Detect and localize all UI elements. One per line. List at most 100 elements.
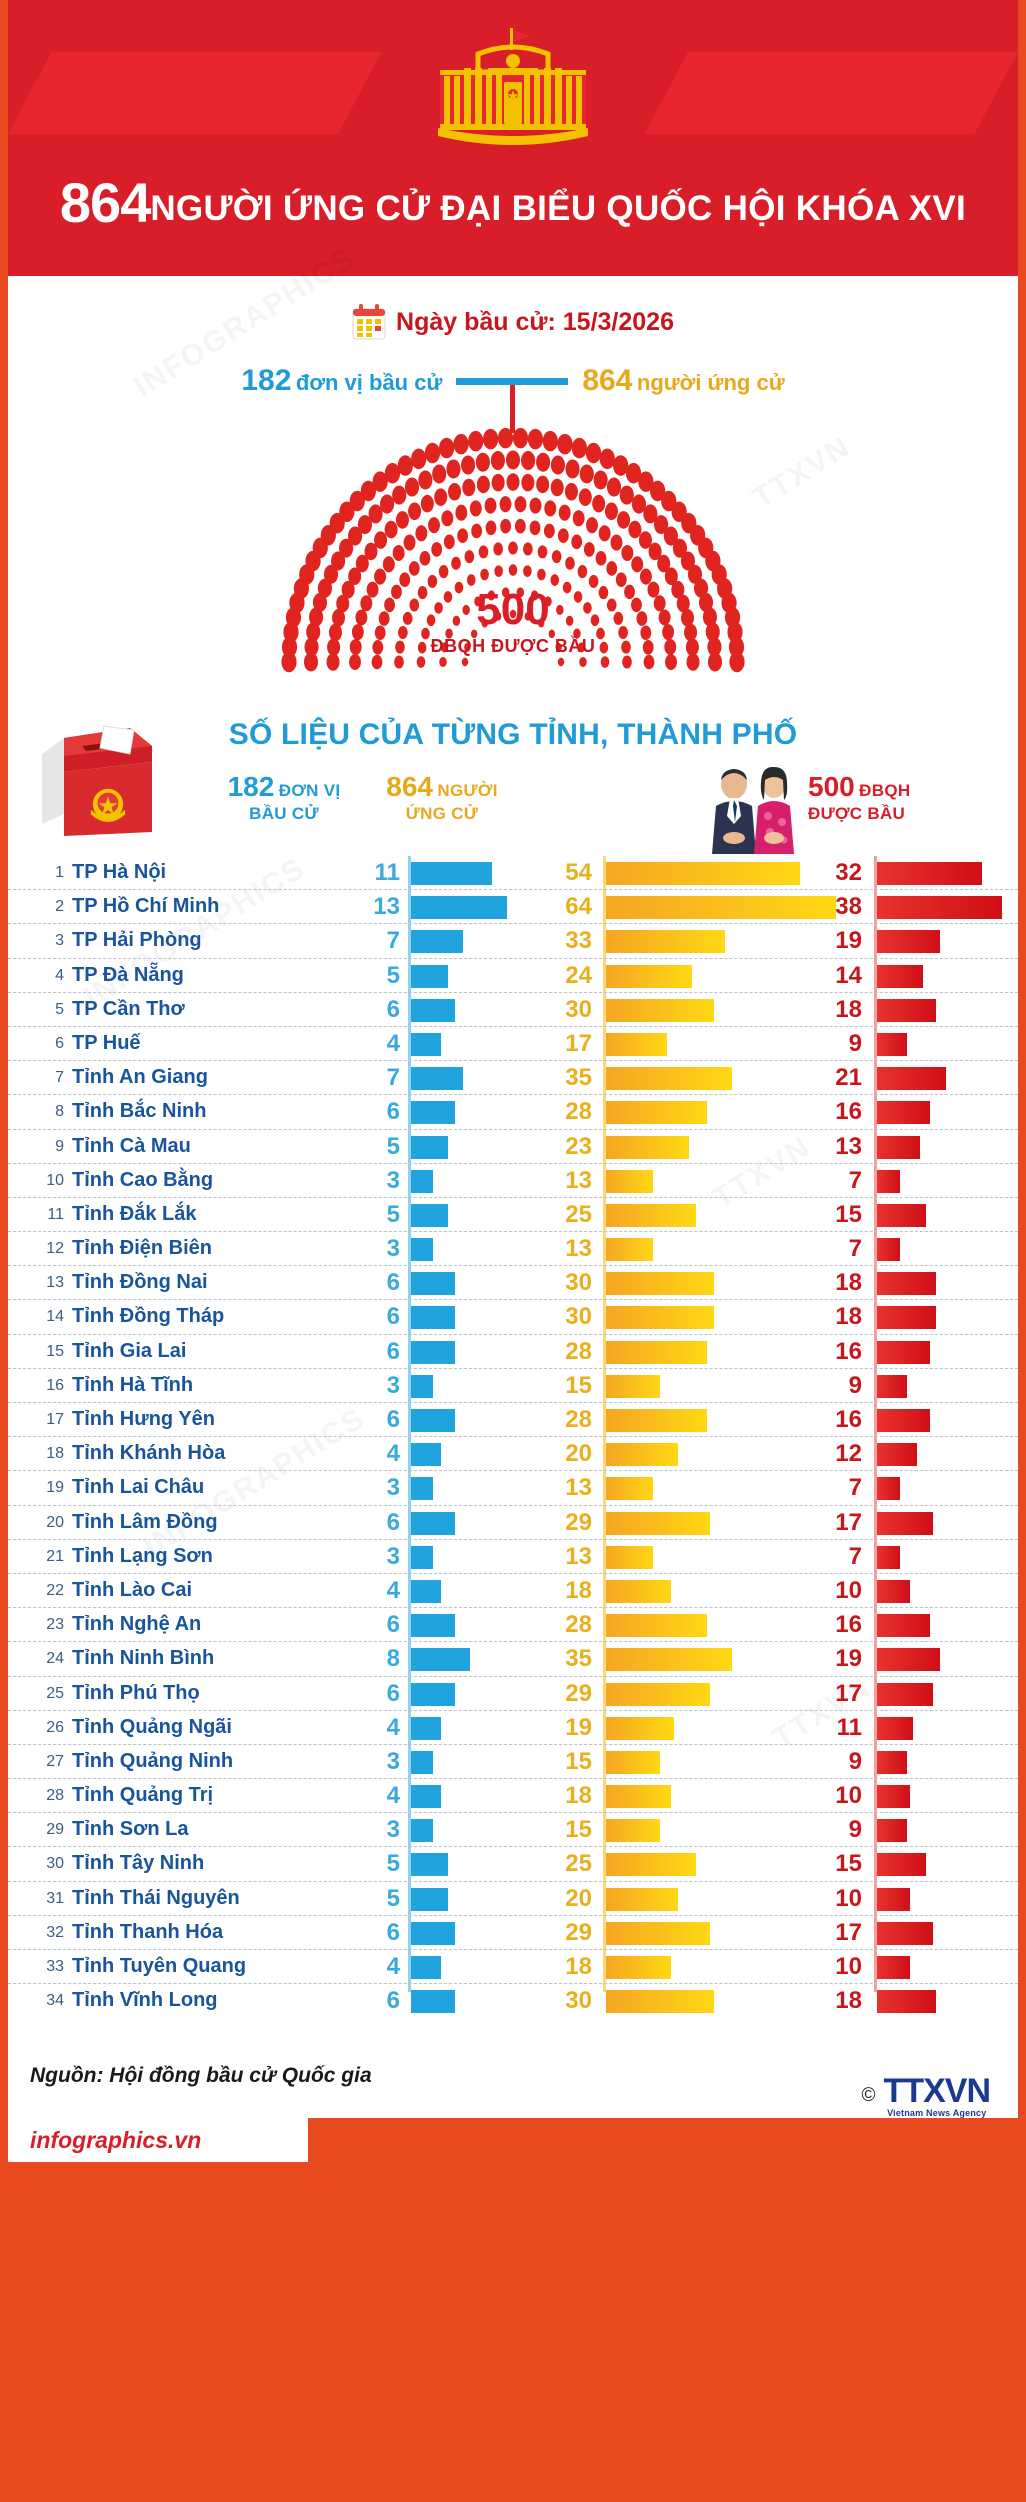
table-row[interactable]: 32 Tỉnh Thanh Hóa 6 29 17 bbox=[8, 1916, 1018, 1950]
elected-value: 18 bbox=[835, 995, 862, 1023]
seat-dot bbox=[573, 628, 581, 639]
col-elected-label: ĐƯỢC BẦU bbox=[808, 804, 906, 824]
elected-bar bbox=[877, 930, 940, 954]
elected-value: 16 bbox=[835, 1406, 862, 1433]
table-row[interactable]: 15 Tỉnh Gia Lai 6 28 16 bbox=[8, 1335, 1018, 1369]
seat-dot bbox=[317, 578, 333, 598]
seat-dot bbox=[572, 510, 585, 527]
elected-bar bbox=[877, 998, 937, 1022]
row-index: 9 bbox=[55, 1137, 64, 1155]
row-index: 1 bbox=[55, 864, 64, 881]
table-row[interactable]: 13 Tỉnh Đồng Nai 6 30 18 bbox=[8, 1266, 1018, 1301]
units-value: 7 bbox=[386, 927, 400, 955]
table-row[interactable]: 3 TP Hải Phòng 7 33 19 bbox=[8, 924, 1018, 959]
row-index: 12 bbox=[46, 1240, 64, 1258]
table-row[interactable]: 23 Tỉnh Nghệ An 6 28 16 bbox=[8, 1608, 1018, 1643]
table-row[interactable]: 33 Tỉnh Tuyên Quang 4 18 10 bbox=[8, 1950, 1018, 1985]
seat-dot bbox=[558, 504, 571, 521]
table-row[interactable]: 21 Tỉnh Lạng Sơn 3 13 7 bbox=[8, 1540, 1018, 1574]
table-row[interactable]: 18 Tỉnh Khánh Hòa 4 20 12 bbox=[8, 1437, 1018, 1472]
candidates-bar bbox=[606, 1716, 675, 1740]
province-name: Tỉnh Thái Nguyên bbox=[72, 1886, 240, 1909]
table-row[interactable]: 8 Tỉnh Bắc Ninh 6 28 16 bbox=[8, 1095, 1018, 1130]
ttxvn-subtitle: Vietnam News Agency bbox=[887, 2108, 987, 2119]
seat-dot bbox=[427, 574, 438, 588]
band-right-shape bbox=[644, 52, 1018, 134]
row-index: 32 bbox=[46, 1923, 64, 1941]
row-index: 20 bbox=[46, 1513, 64, 1531]
table-row[interactable]: 4 TP Đà Nẵng 5 24 14 bbox=[8, 959, 1018, 993]
table-row[interactable]: 16 Tỉnh Hà Tĩnh 3 15 9 bbox=[8, 1369, 1018, 1403]
table-row[interactable]: 30 Tỉnh Tây Ninh 5 25 15 bbox=[8, 1847, 1018, 1882]
seat-dot bbox=[617, 511, 631, 529]
units-bar bbox=[411, 1135, 448, 1159]
table-row[interactable]: 7 Tỉnh An Giang 7 35 21 bbox=[8, 1061, 1018, 1096]
table-row[interactable]: 34 Tỉnh Vĩnh Long 6 30 18 bbox=[8, 1984, 1018, 2018]
province-name: Tỉnh Quảng Ngãi bbox=[72, 1715, 232, 1738]
table-row[interactable]: 2 TP Hồ Chí Minh 13 64 38 bbox=[8, 890, 1018, 925]
table-row[interactable]: 12 Tỉnh Điện Biên 3 13 7 bbox=[8, 1232, 1018, 1267]
table-row[interactable]: 27 Tỉnh Quảng Ninh 3 15 9 bbox=[8, 1745, 1018, 1780]
candidates-bar bbox=[606, 1956, 671, 1979]
table-row[interactable]: 22 Tỉnh Lào Cai 4 18 10 bbox=[8, 1574, 1018, 1609]
table-row[interactable]: 14 Tỉnh Đồng Tháp 6 30 18 bbox=[8, 1300, 1018, 1335]
units-bar bbox=[411, 1750, 434, 1774]
candidates-bar bbox=[606, 1067, 732, 1091]
seat-dot bbox=[424, 442, 441, 464]
table-row[interactable]: 11 Tỉnh Đắk Lắk 5 25 15 bbox=[8, 1198, 1018, 1233]
axis-line-candidates bbox=[603, 856, 606, 1993]
footer-url[interactable]: infographics.vn bbox=[30, 2127, 202, 2154]
row-index: 24 bbox=[46, 1650, 64, 1668]
seat-dot bbox=[355, 554, 369, 573]
seat-dot bbox=[438, 565, 449, 579]
table-row[interactable]: 24 Tỉnh Ninh Bình 8 35 19 bbox=[8, 1642, 1018, 1677]
seat-dot bbox=[543, 523, 555, 539]
candidates-bar bbox=[606, 930, 725, 954]
elected-value: 18 bbox=[835, 1303, 862, 1331]
seat-dot bbox=[501, 587, 510, 598]
seat-dot bbox=[621, 640, 631, 654]
table-row[interactable]: 1 TP Hà Nội 11 54 32 bbox=[8, 856, 1018, 891]
elected-value: 7 bbox=[848, 1474, 862, 1502]
seat-dot bbox=[374, 568, 387, 585]
table-row[interactable]: 25 Tỉnh Phú Thọ 6 29 17 bbox=[8, 1677, 1018, 1711]
candidates-bar bbox=[606, 1032, 668, 1056]
table-row[interactable]: 5 TP Cần Thơ 6 30 18 bbox=[8, 993, 1018, 1027]
table-row[interactable]: 31 Tỉnh Thái Nguyên 5 20 10 bbox=[8, 1882, 1018, 1916]
province-name: Tỉnh Bắc Ninh bbox=[72, 1100, 207, 1123]
footer-white-wedge bbox=[8, 2118, 308, 2163]
seat-dot bbox=[306, 622, 321, 642]
table-row[interactable]: 20 Tỉnh Lâm Đồng 6 29 17 bbox=[8, 1506, 1018, 1540]
elected-bar bbox=[877, 1545, 900, 1569]
seat-dot bbox=[380, 494, 395, 514]
table-row[interactable]: 28 Tỉnh Quảng Trị 4 18 10 bbox=[8, 1779, 1018, 1814]
table-row[interactable]: 26 Tỉnh Quảng Ngãi 4 19 11 bbox=[8, 1711, 1018, 1745]
col-cand-label: ỨNG CỬ bbox=[405, 804, 479, 824]
seat-dot bbox=[707, 652, 723, 672]
footer-bar: infographics.vn © TTXVN Vietnam News Age… bbox=[8, 2074, 1018, 2163]
elected-bar bbox=[877, 1716, 914, 1740]
seat-dot bbox=[416, 656, 426, 668]
col-units-number: 182 bbox=[227, 771, 275, 802]
table-row[interactable]: 17 Tỉnh Hưng Yên 6 28 16 bbox=[8, 1403, 1018, 1438]
seat-dot bbox=[481, 618, 488, 628]
seat-dot bbox=[485, 520, 497, 536]
row-index: 29 bbox=[46, 1821, 64, 1839]
elected-value: 38 bbox=[835, 893, 862, 921]
elected-bar bbox=[877, 896, 1002, 920]
seat-dot bbox=[328, 623, 342, 642]
candidates-bar bbox=[606, 1785, 671, 1809]
table-row[interactable]: 10 Tỉnh Cao Bằng 3 13 7 bbox=[8, 1164, 1018, 1198]
table-row[interactable]: 9 Tỉnh Cà Mau 5 23 13 bbox=[8, 1130, 1018, 1164]
table-row[interactable]: 19 Tỉnh Lai Châu 3 13 7 bbox=[8, 1471, 1018, 1506]
table-row[interactable]: 29 Tỉnh Sơn La 3 15 9 bbox=[8, 1813, 1018, 1848]
seat-dot bbox=[658, 609, 671, 626]
units-number: 182 bbox=[241, 364, 292, 397]
units-bar bbox=[411, 1032, 441, 1056]
candidates-bar bbox=[606, 1101, 707, 1125]
seat-dot bbox=[491, 473, 505, 492]
units-bar bbox=[411, 1443, 441, 1467]
col-units-unit: ĐƠN VỊ bbox=[278, 781, 341, 800]
seat-dot bbox=[417, 586, 428, 600]
table-row[interactable]: 6 TP Huế 4 17 9 bbox=[8, 1027, 1018, 1062]
